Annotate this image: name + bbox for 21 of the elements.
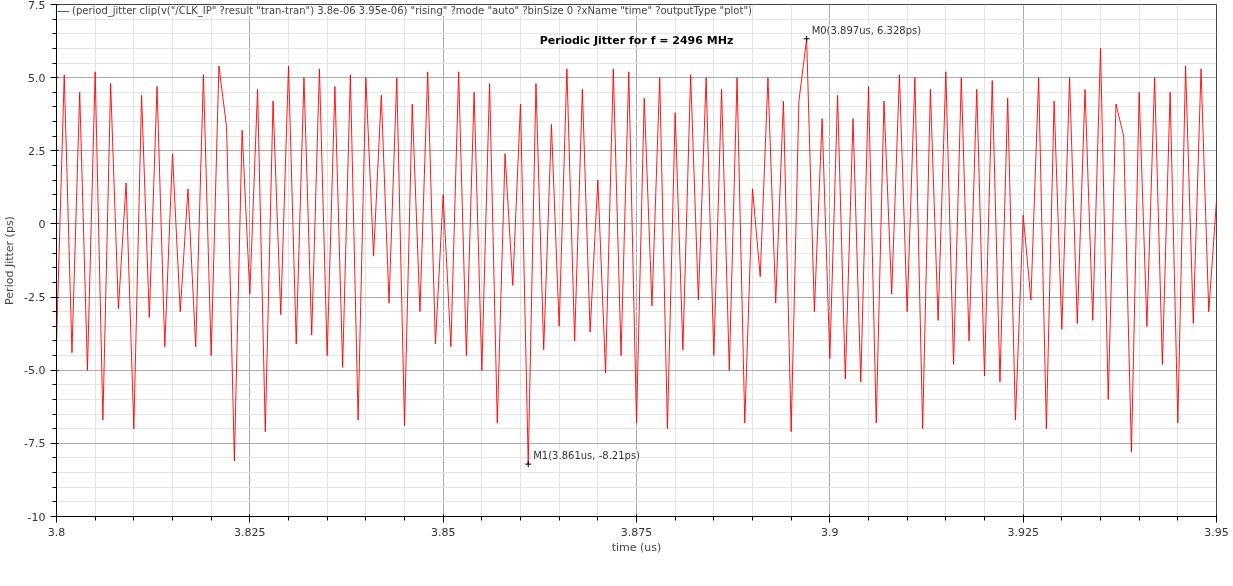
x-tick-label: 3.9 xyxy=(821,525,839,539)
y-tick-label: -5.0 xyxy=(24,364,46,378)
x-tick-label: 3.85 xyxy=(430,525,456,539)
text: (period_jitter clip(v("/CLK_IP" ?result "tran-tran") 3.8e-06 3.95e-06) "rising" ?mode "auto" ?binSize 0 ?xName "time" ?outputType "plot") xyxy=(72,5,752,16)
text: Periodic Jitter for f = 2496 MHz xyxy=(539,33,734,47)
x-axis-title: time (us) xyxy=(611,540,662,554)
x-tick-label: 3.8 xyxy=(47,525,66,539)
x-tick-label: 3.925 xyxy=(1007,525,1039,539)
x-tick-label: 3.825 xyxy=(234,525,266,539)
y-tick-label: 0 xyxy=(38,217,46,231)
y-tick-label: -10 xyxy=(27,510,46,524)
y-tick-label: -2.5 xyxy=(24,291,46,305)
y-tick-label: 5.0 xyxy=(28,71,46,85)
x-tick-label: 3.95 xyxy=(1204,525,1229,539)
y-tick-label: 2.5 xyxy=(28,144,46,158)
annotation: M0(3.897us, 6.328ps) xyxy=(811,24,922,36)
y-tick-label: 7.5 xyxy=(28,0,46,12)
x-tick-label: 3.875 xyxy=(620,525,653,539)
annotation: M1(3.861us, -8.21ps) xyxy=(533,450,641,462)
y-axis-title: Period Jitter (ps) xyxy=(3,216,17,305)
y-tick-label: -7.5 xyxy=(24,437,46,451)
